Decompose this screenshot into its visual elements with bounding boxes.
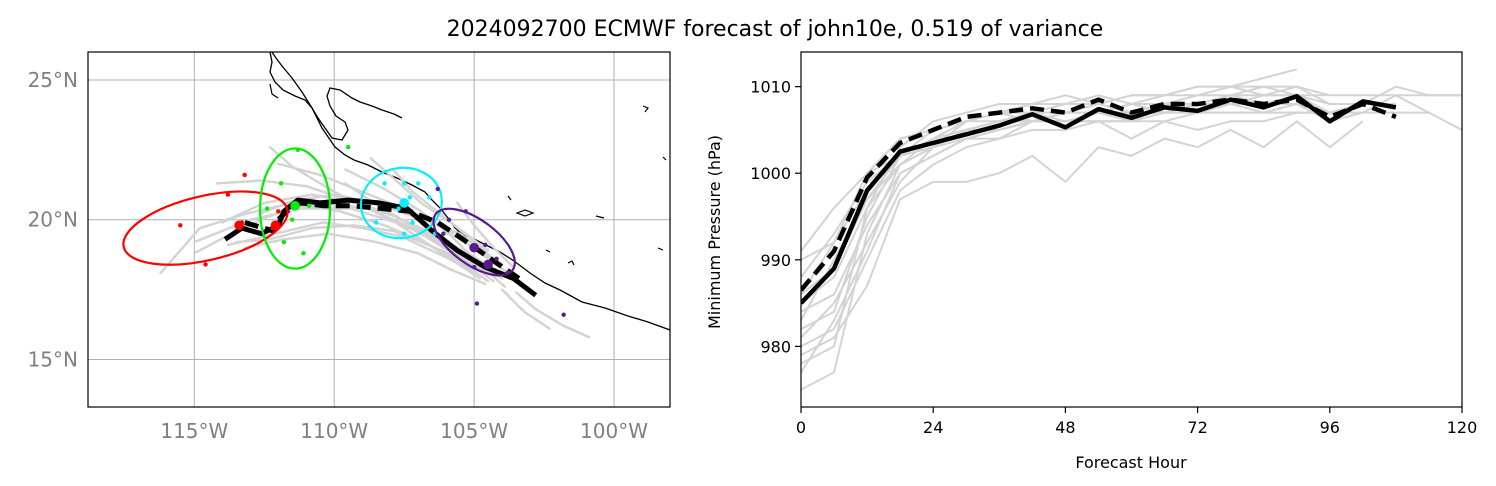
cluster-centroid-point <box>399 198 409 208</box>
cluster-member-point <box>276 209 281 214</box>
ensemble-track <box>514 291 591 339</box>
y-axis-label: Minimum Pressure (hPa) <box>705 135 724 329</box>
ensemble-track <box>456 201 515 269</box>
cluster-member-point <box>301 251 306 256</box>
pressure-axis-ticks: 0 24 48 72 96 120 980 990 1000 1010 <box>750 78 1477 437</box>
cluster-member-point <box>382 181 387 186</box>
island-5 <box>662 156 667 161</box>
cluster-member-point <box>225 192 231 197</box>
cluster-member-point <box>401 181 407 186</box>
cluster-member-point <box>483 242 488 248</box>
ensemble-track <box>500 288 551 330</box>
y-tick-label: 980 <box>760 337 791 356</box>
cluster-centroid-point <box>270 220 281 231</box>
lat-tick-label: 15°N <box>28 347 78 371</box>
y-tick-label: 1000 <box>750 164 791 183</box>
island-4 <box>642 105 649 113</box>
cluster-member-point <box>410 220 415 225</box>
cluster-ellipse <box>258 147 332 270</box>
cluster-member-point <box>561 312 566 317</box>
cluster-member-point <box>374 220 379 225</box>
cluster-member-point <box>306 203 312 208</box>
ensemble-pressure-line <box>801 68 1298 295</box>
x-tick-label: 72 <box>1187 418 1207 437</box>
baja-peninsula-coast <box>269 52 403 141</box>
cluster-member-point <box>505 270 510 276</box>
island-1 <box>515 209 535 217</box>
ensemble-track <box>193 207 481 280</box>
cluster-centroid-point <box>290 200 300 211</box>
cluster-member-point <box>427 195 432 200</box>
cluster-member-point <box>463 209 468 214</box>
cluster-member-point <box>446 217 452 222</box>
island-7 <box>507 195 512 201</box>
lon-tick-label: 115°W <box>160 419 228 443</box>
map-gridlines <box>88 52 670 407</box>
cluster-centroid-point <box>234 220 244 231</box>
y-tick-label: 1010 <box>750 78 791 97</box>
x-axis-label: Forecast Hour <box>1075 453 1187 472</box>
cluster-member-point <box>290 217 295 222</box>
island-2 <box>567 260 575 266</box>
y-tick-label: 990 <box>760 251 791 270</box>
x-tick-label: 120 <box>1447 418 1478 437</box>
cluster-member-point <box>407 195 412 200</box>
plot-frame <box>800 51 1463 408</box>
mean-pressure-solid <box>801 93 1397 305</box>
lat-tick-label: 25°N <box>28 68 78 92</box>
cluster-member-point <box>441 231 446 236</box>
mean-track-solid <box>223 197 538 298</box>
x-tick-label: 0 <box>796 418 806 437</box>
cluster-member-point <box>396 206 401 211</box>
track-map-panel: 115°W 110°W 105°W 100°W 15°N 20°N 25°N <box>28 51 671 443</box>
ensemble-pressure-line <box>801 120 1364 356</box>
cluster-member-point <box>471 265 477 270</box>
island-3 <box>595 215 605 219</box>
island-6 <box>657 247 664 251</box>
ensemble-track <box>159 201 490 283</box>
x-tick-label: 96 <box>1320 418 1340 437</box>
cluster-member-point <box>281 239 287 245</box>
cluster-member-point <box>474 301 480 306</box>
mean-pressure-dashed <box>801 97 1397 292</box>
cluster-member-point <box>242 172 247 178</box>
cluster-member-point <box>203 262 208 267</box>
cluster-centroid-point <box>483 259 493 270</box>
cluster-member-point <box>178 223 183 228</box>
x-tick-label: 48 <box>1055 418 1075 437</box>
x-tick-label: 24 <box>923 418 943 437</box>
pressure-timeseries-panel: 0 24 48 72 96 120 980 990 1000 1010 Forecast Hour… <box>705 51 1477 472</box>
ensemble-track <box>344 182 484 269</box>
cluster-member-point <box>295 147 301 153</box>
lat-tick-label: 20°N <box>28 208 78 232</box>
mean-track-dashed <box>243 200 521 281</box>
cluster-overlays <box>122 144 566 317</box>
cluster-member-point <box>494 256 499 262</box>
cluster-ellipse <box>122 190 289 266</box>
island-8 <box>545 249 551 253</box>
map-frame <box>87 51 671 408</box>
map-tick-labels: 115°W 110°W 105°W 100°W 15°N 20°N 25°N <box>28 68 649 443</box>
cluster-member-point <box>401 231 407 236</box>
cluster-ellipse <box>432 207 516 277</box>
ensemble-track <box>243 232 487 286</box>
cluster-ellipse <box>359 166 443 240</box>
ensemble-track <box>235 224 476 266</box>
figure-title: 2024092700 ECMWF forecast of john10e, 0.… <box>447 17 1104 42</box>
lon-tick-label: 100°W <box>580 419 648 443</box>
cluster-member-point <box>415 181 421 186</box>
cluster-member-point <box>435 186 440 192</box>
coastline <box>269 52 670 331</box>
mean-pressure-lines <box>801 93 1397 305</box>
cluster-member-point <box>264 206 270 211</box>
ensemble-pressure-line <box>801 111 1363 261</box>
cluster-member-point <box>278 181 284 186</box>
cluster-centroid-point <box>469 242 479 253</box>
lon-tick-label: 110°W <box>300 419 368 443</box>
ensemble-mean-tracks <box>223 197 538 298</box>
lon-tick-label: 105°W <box>440 419 508 443</box>
cluster-member-point <box>346 144 351 150</box>
baja-inner-coast <box>269 83 279 99</box>
